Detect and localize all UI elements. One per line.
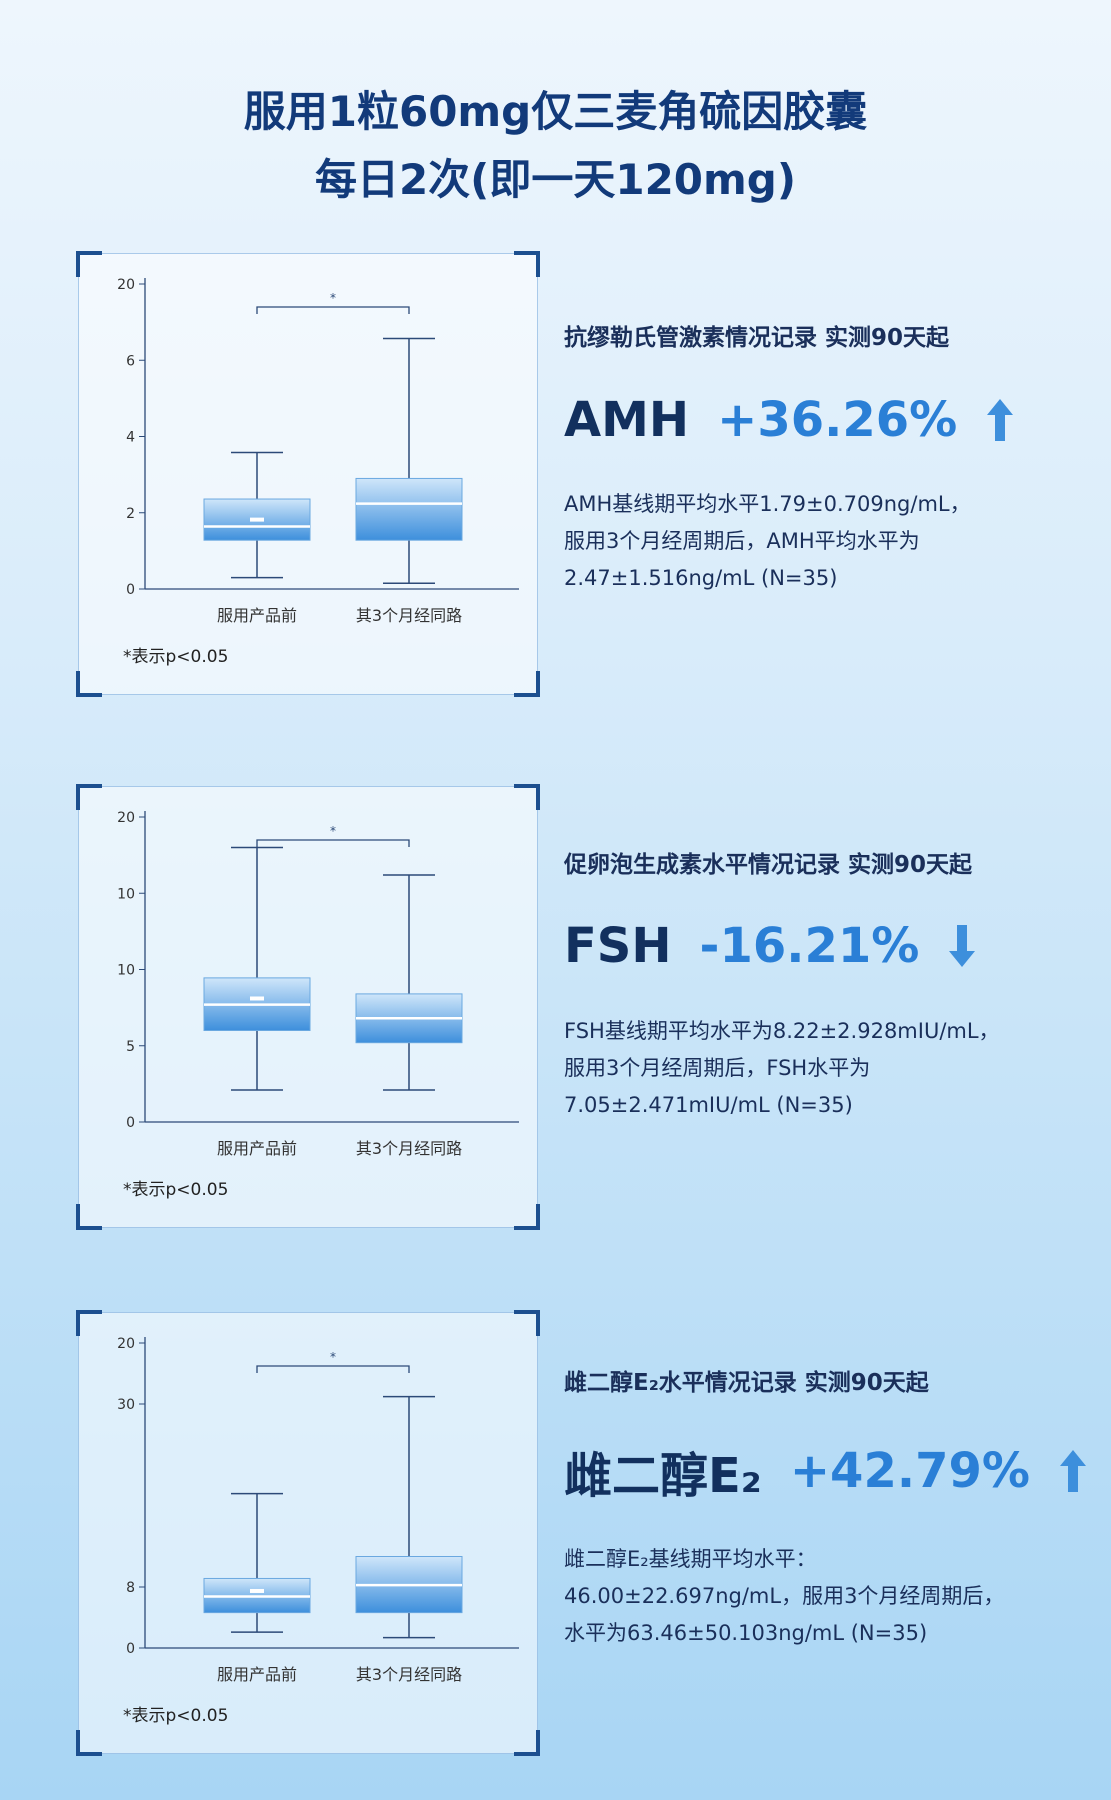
corner-bracket — [76, 671, 102, 697]
x-tick-label: 服用产品前 — [217, 1139, 297, 1158]
corner-bracket — [514, 1730, 540, 1756]
description-line: AMH基线期平均水平1.79±0.709ng/mL， — [564, 492, 971, 516]
metric-line: FSH -16.21% — [564, 918, 1104, 974]
significance-bracket — [256, 1365, 410, 1373]
mean-marker — [250, 517, 264, 522]
metric-change: +36.26% — [717, 392, 958, 448]
metric-change: -16.21% — [699, 918, 920, 974]
arrow — [1059, 1450, 1086, 1492]
description-line: 雌二醇E₂基线期平均水平： — [564, 1547, 817, 1571]
arrow — [987, 399, 1014, 441]
chart-panel: 0 5 10 10 20 服用产品前 其3个月经同路 * *表示p<0.05 — [76, 784, 540, 1230]
panel-heading: 促卵泡生成素水平情况记录 实测90天起 — [564, 852, 973, 878]
y-tick-label: 10 — [117, 963, 135, 979]
y-tick-label: 0 — [126, 1641, 135, 1657]
x-tick-label: 其3个月经同路 — [356, 606, 462, 625]
description-line: 2.47±1.516ng/mL (N=35) — [564, 566, 838, 590]
chart-panel: 0 2 4 6 20 服用产品前 其3个月经同路 * *表示p<0.05 — [76, 251, 540, 697]
arrow-shape — [1059, 1450, 1086, 1492]
corner-bracket — [514, 784, 540, 810]
y-tick-label: 4 — [126, 430, 135, 446]
description-line: 7.05±2.471mIU/mL (N=35) — [564, 1093, 853, 1117]
corner-bracket — [76, 784, 102, 810]
arrow-shape — [987, 399, 1014, 441]
mean-marker — [250, 996, 264, 1001]
y-tick-label: 0 — [126, 1115, 135, 1131]
corner-bracket — [76, 1204, 102, 1230]
metric-change: +42.79% — [789, 1443, 1030, 1499]
y-tick-label: 10 — [117, 886, 135, 902]
footnote: *表示p<0.05 — [123, 1706, 228, 1726]
chart: 0 2 4 6 20 服用产品前 其3个月经同路 * *表示p<0.05 — [117, 277, 519, 667]
description-line: FSH基线期平均水平为8.22±2.928mIU/mL， — [564, 1019, 1000, 1043]
box — [203, 498, 311, 541]
x-tick-label: 服用产品前 — [217, 1665, 297, 1684]
title-line: 服用1粒60mg仅三麦角硫因胶囊 — [243, 87, 868, 136]
y-tick-label: 5 — [126, 1039, 135, 1055]
chart: 0 5 10 10 20 服用产品前 其3个月经同路 * *表示p<0.05 — [117, 810, 519, 1200]
arrow-shape — [949, 925, 976, 967]
significance-bracket — [256, 839, 410, 847]
significance-label: * — [330, 291, 336, 305]
corner-bracket — [76, 1310, 102, 1336]
description-line: 水平为63.46±50.103ng/mL (N=35) — [564, 1621, 928, 1645]
chart: 0 8 30 20 服用产品前 其3个月经同路 * *表示p<0.05 — [117, 1336, 519, 1726]
corner-bracket — [514, 671, 540, 697]
y-tick-label: 0 — [126, 582, 135, 598]
significance-label: * — [330, 1350, 336, 1364]
significance-label: * — [330, 824, 336, 838]
panel-heading: 抗缪勒氏管激素情况记录 实测90天起 — [564, 325, 950, 351]
description-line: 服用3个月经周期后，FSH水平为 — [564, 1056, 871, 1080]
panel-heading: 雌二醇E₂水平情况记录 实测90天起 — [564, 1370, 929, 1396]
metric-line: 雌二醇E₂ +42.79% — [564, 1436, 1104, 1506]
mean-marker — [250, 1588, 264, 1593]
significance-bracket — [256, 306, 410, 314]
corner-bracket — [76, 251, 102, 277]
description-line: 46.00±22.697ng/mL，服用3个月经周期后， — [564, 1584, 1005, 1608]
corner-bracket — [514, 251, 540, 277]
footnote: *表示p<0.05 — [123, 647, 228, 667]
y-tick-label: 6 — [126, 353, 135, 369]
metric-line: AMH +36.26% — [564, 392, 1104, 448]
y-tick-label: 20 — [117, 277, 135, 293]
corner-bracket — [76, 1730, 102, 1756]
x-tick-label: 其3个月经同路 — [356, 1665, 462, 1684]
description-line: 服用3个月经周期后，AMH平均水平为 — [564, 529, 920, 553]
corner-bracket — [514, 1310, 540, 1336]
x-tick-label: 其3个月经同路 — [356, 1139, 462, 1158]
y-tick-label: 20 — [117, 1336, 135, 1352]
y-tick-label: 20 — [117, 810, 135, 826]
chart-panel: 0 8 30 20 服用产品前 其3个月经同路 * *表示p<0.05 — [76, 1310, 540, 1756]
y-tick-label: 8 — [126, 1580, 135, 1596]
metric-name: FSH — [564, 918, 672, 974]
title-line: 每日2次(即一天120mg) — [314, 155, 797, 204]
x-tick-label: 服用产品前 — [217, 606, 297, 625]
y-tick-label: 30 — [117, 1397, 135, 1413]
metric-name: 雌二醇E₂ — [564, 1448, 762, 1504]
arrow — [949, 925, 976, 967]
footnote: *表示p<0.05 — [123, 1180, 228, 1200]
metric-name: AMH — [564, 392, 690, 448]
box — [355, 477, 463, 541]
y-tick-label: 2 — [126, 506, 135, 522]
corner-bracket — [514, 1204, 540, 1230]
